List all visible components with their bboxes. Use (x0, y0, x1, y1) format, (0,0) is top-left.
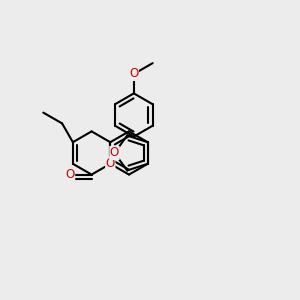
Text: O: O (110, 146, 119, 160)
Text: O: O (106, 157, 115, 170)
Text: O: O (129, 68, 139, 80)
Text: O: O (65, 168, 75, 181)
